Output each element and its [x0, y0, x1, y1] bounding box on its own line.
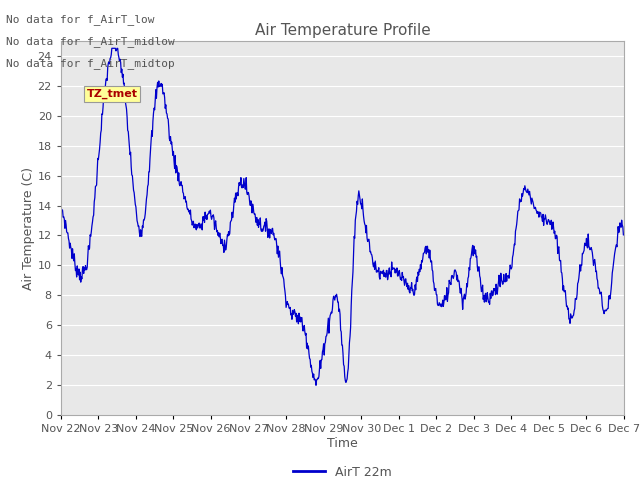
- X-axis label: Time: Time: [327, 437, 358, 450]
- Text: No data for f_AirT_midlow: No data for f_AirT_midlow: [6, 36, 175, 48]
- Legend: AirT 22m: AirT 22m: [289, 461, 396, 480]
- Title: Air Temperature Profile: Air Temperature Profile: [255, 23, 430, 38]
- Text: No data for f_AirT_low: No data for f_AirT_low: [6, 14, 155, 25]
- Text: No data for f_AirT_midtop: No data for f_AirT_midtop: [6, 59, 175, 70]
- Text: TZ_tmet: TZ_tmet: [86, 89, 138, 99]
- Y-axis label: Air Temperature (C): Air Temperature (C): [22, 167, 35, 289]
